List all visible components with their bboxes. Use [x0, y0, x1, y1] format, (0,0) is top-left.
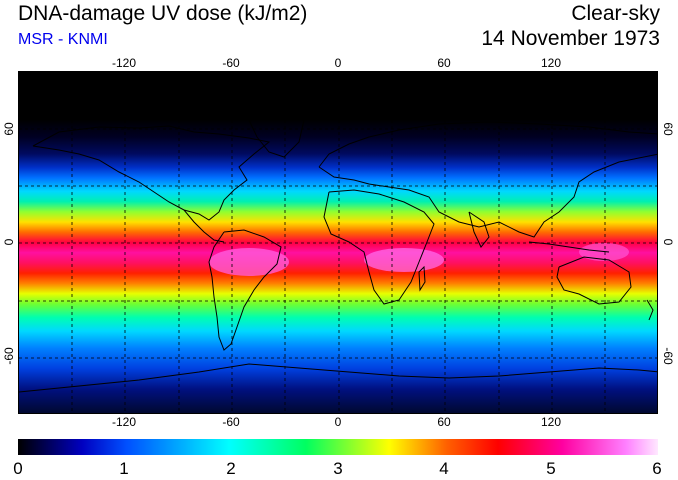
lon-label-bottom-e120: 120	[540, 415, 562, 429]
coast-central-america	[183, 209, 225, 243]
color-scale-bar	[18, 439, 658, 455]
lon-label-bottom-e60: 60	[437, 415, 451, 429]
lat-label-left-60: 60	[2, 122, 16, 136]
colorbar-tick-6: 6	[652, 459, 662, 478]
map-overlay	[19, 72, 657, 413]
coast-indonesia	[528, 241, 610, 253]
coast-africa	[323, 189, 435, 305]
source-label: MSR - KNMI	[18, 31, 108, 48]
lat-label-right-60: 60	[661, 122, 675, 136]
coastlines	[19, 113, 657, 393]
coast-eurasia	[318, 121, 657, 238]
date-label: 14 November 1973	[481, 27, 660, 50]
lat-label-right-0: 0	[661, 238, 675, 246]
colorbar-tick-5: 5	[546, 459, 556, 478]
lon-label-top-w60: -60	[222, 56, 240, 70]
lon-label-bottom-w60: -60	[222, 415, 240, 429]
lon-label-top-e60: 60	[437, 56, 451, 70]
map-title: DNA-damage UV dose (kJ/m2)	[18, 2, 308, 25]
colorbar-tick-1: 1	[119, 459, 129, 478]
coast-australia	[556, 256, 632, 305]
coast-new-zealand	[646, 299, 654, 321]
lat-label-left-s60: -60	[2, 347, 16, 365]
lat-label-left-0: 0	[2, 238, 16, 246]
colorbar-tick-0: 0	[13, 459, 23, 478]
lon-label-bottom-w120: -120	[111, 415, 137, 429]
uv-peak-africa	[364, 248, 444, 272]
lon-label-top-0: 0	[334, 56, 342, 70]
colorbar-tick-2: 2	[226, 459, 236, 478]
colorbar-tick-4: 4	[439, 459, 449, 478]
uv-peak-south-america	[209, 248, 289, 276]
lon-label-bottom-0: 0	[334, 415, 342, 429]
lat-label-right-s60: -60	[661, 347, 675, 365]
lon-label-top-w120: -120	[111, 56, 137, 70]
graticule	[19, 72, 657, 413]
colorbar-tick-3: 3	[333, 459, 343, 478]
lon-label-top-e120: 120	[540, 56, 562, 70]
coast-south-america	[208, 229, 282, 351]
coast-greenland	[248, 113, 305, 158]
uv-dose-map	[18, 71, 658, 414]
coast-antarctica	[19, 363, 657, 393]
coast-madagascar	[418, 265, 426, 292]
sky-condition-label: Clear-sky	[571, 2, 660, 25]
coast-north-america	[32, 125, 271, 221]
coast-india	[468, 211, 490, 248]
